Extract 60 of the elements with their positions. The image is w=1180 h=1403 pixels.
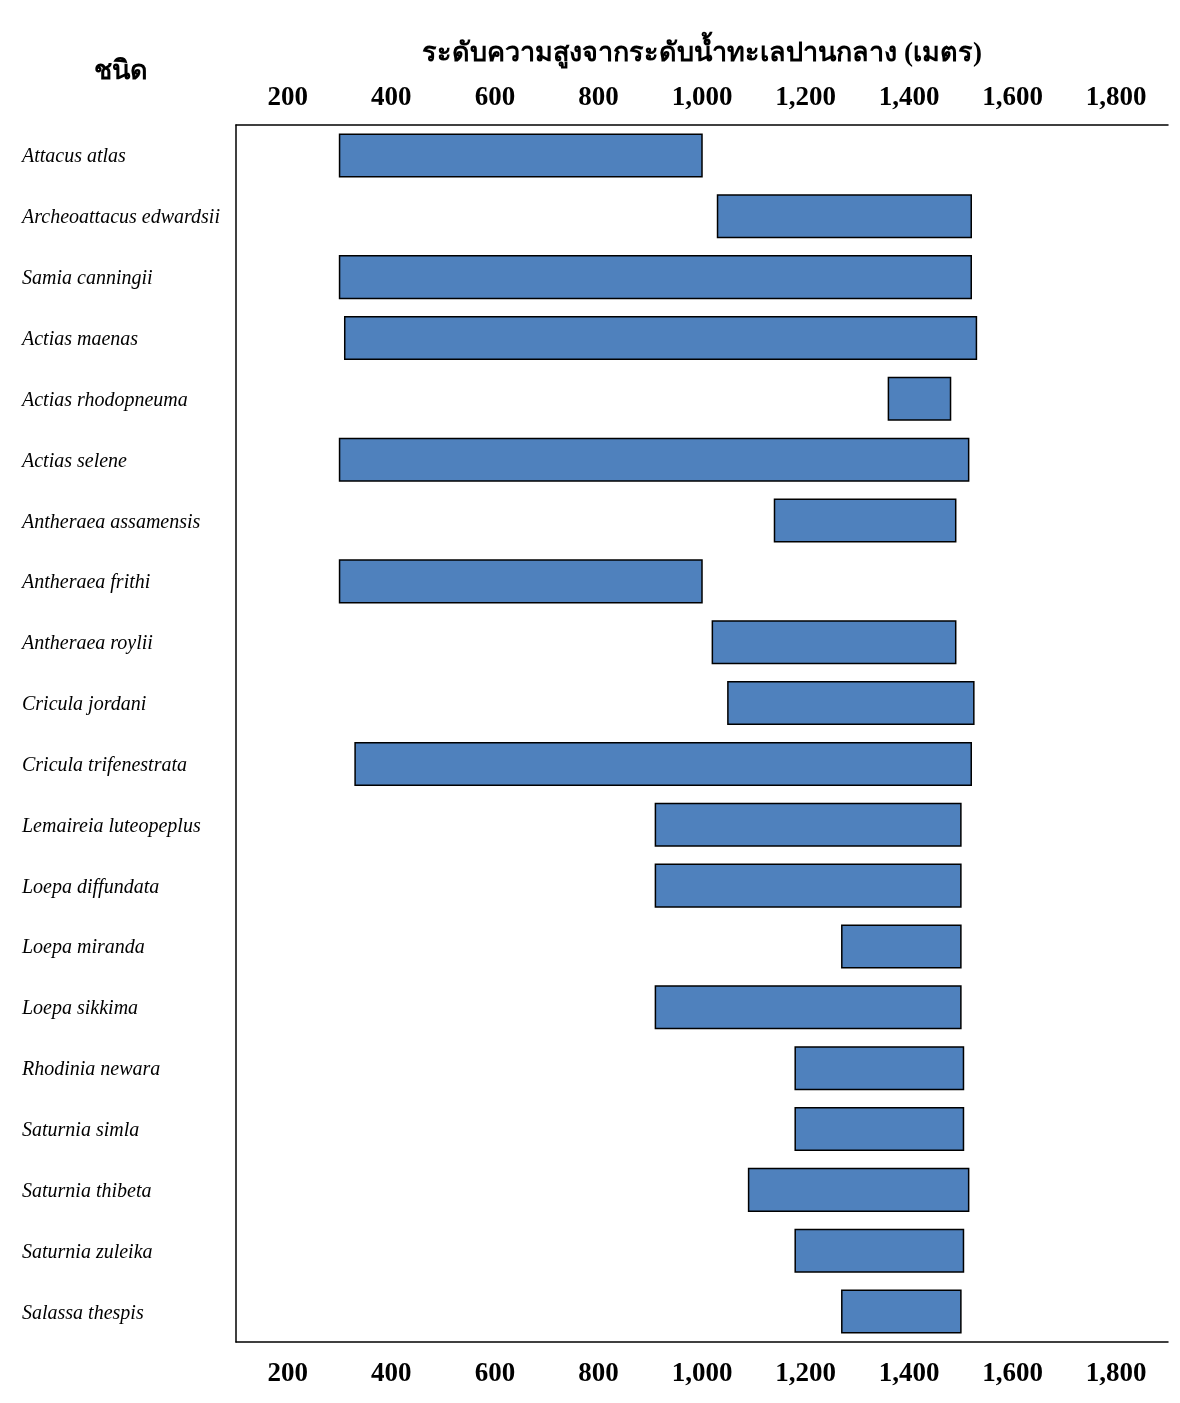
bar (794, 1106, 965, 1152)
y-axis-title: ชนิด (94, 54, 148, 85)
y-tick-label: Loepa miranda (21, 935, 145, 959)
y-tick-label: Samia canningii (22, 266, 153, 290)
y-tick-label: Antheraea roylii (20, 631, 153, 655)
bar (747, 1167, 970, 1212)
y-tick-label: Saturnia zuleika (22, 1239, 153, 1262)
bar (343, 315, 978, 361)
y-tick-label: Antheraea assamensis (20, 509, 201, 532)
x2-tick-label: 800 (578, 80, 619, 111)
bar (794, 1046, 965, 1091)
y-tick-label: Lemaireia luteopeplus (21, 813, 201, 837)
bar (887, 376, 952, 421)
bar (711, 620, 957, 665)
bar (727, 681, 975, 726)
x-tick-label: 200 (267, 1356, 309, 1387)
x-tick-label: 600 (474, 1356, 516, 1387)
bar (338, 255, 972, 300)
y-tick-label: Saturnia thibeta (22, 1178, 152, 1201)
bar (654, 863, 962, 908)
x-tick-label: 1,200 (775, 1356, 836, 1387)
bar (338, 559, 703, 604)
y-tick-label: Loepa diffundata (21, 874, 160, 898)
x2-tick-label: 1,400 (878, 80, 940, 111)
x-tick-label: 800 (578, 1356, 619, 1387)
bar (716, 194, 972, 239)
x-tick-label: 400 (371, 1356, 412, 1387)
y-tick-label: Antheraea frithi (20, 570, 151, 594)
x2-tick-label: 600 (474, 80, 516, 111)
x-tick-label: 1,800 (1085, 1356, 1147, 1387)
x-tick-label: 1,600 (982, 1356, 1044, 1387)
bar (841, 924, 962, 969)
x-axis-title: ระดับความสูงจากระดับน้ำทะเลปานกลาง (เมตร) (422, 30, 982, 69)
y-tick-label: Attacus atlas (20, 144, 127, 167)
y-tick-label: Salassa thespis (22, 1300, 144, 1324)
bar (773, 498, 957, 543)
x2-tick-label: 200 (267, 80, 309, 111)
y-tick-label: Actias rhodopneuma (20, 387, 188, 411)
x2-tick-label: 1,800 (1085, 80, 1147, 111)
y-tick-label: Loepa sikkima (21, 996, 139, 1020)
x2-tick-label: 1,200 (775, 80, 836, 111)
y-tick-label: Cricula trifenestrata (22, 752, 187, 776)
x-tick-label: 1,000 (671, 1356, 733, 1387)
bar (354, 741, 972, 786)
y-tick-label: Actias maenas (20, 326, 139, 349)
bar (654, 985, 962, 1030)
x-tick-label: 1,400 (878, 1356, 940, 1387)
y-tick-label: Archeoattacus edwardsii (20, 205, 220, 228)
x2-tick-label: 1,000 (671, 80, 733, 111)
y-tick-label: Rhodinia newara (21, 1057, 161, 1080)
bar (338, 133, 703, 178)
y-tick-label: Saturnia simla (22, 1118, 140, 1141)
bar (654, 802, 962, 847)
x2-tick-label: 1,600 (982, 80, 1044, 111)
bar (794, 1228, 965, 1273)
bar (841, 1289, 962, 1334)
y-tick-label: Cricula jordani (22, 692, 147, 716)
x2-tick-label: 400 (371, 80, 412, 111)
y-tick-label: Actias selene (20, 448, 128, 471)
bar (338, 437, 970, 482)
